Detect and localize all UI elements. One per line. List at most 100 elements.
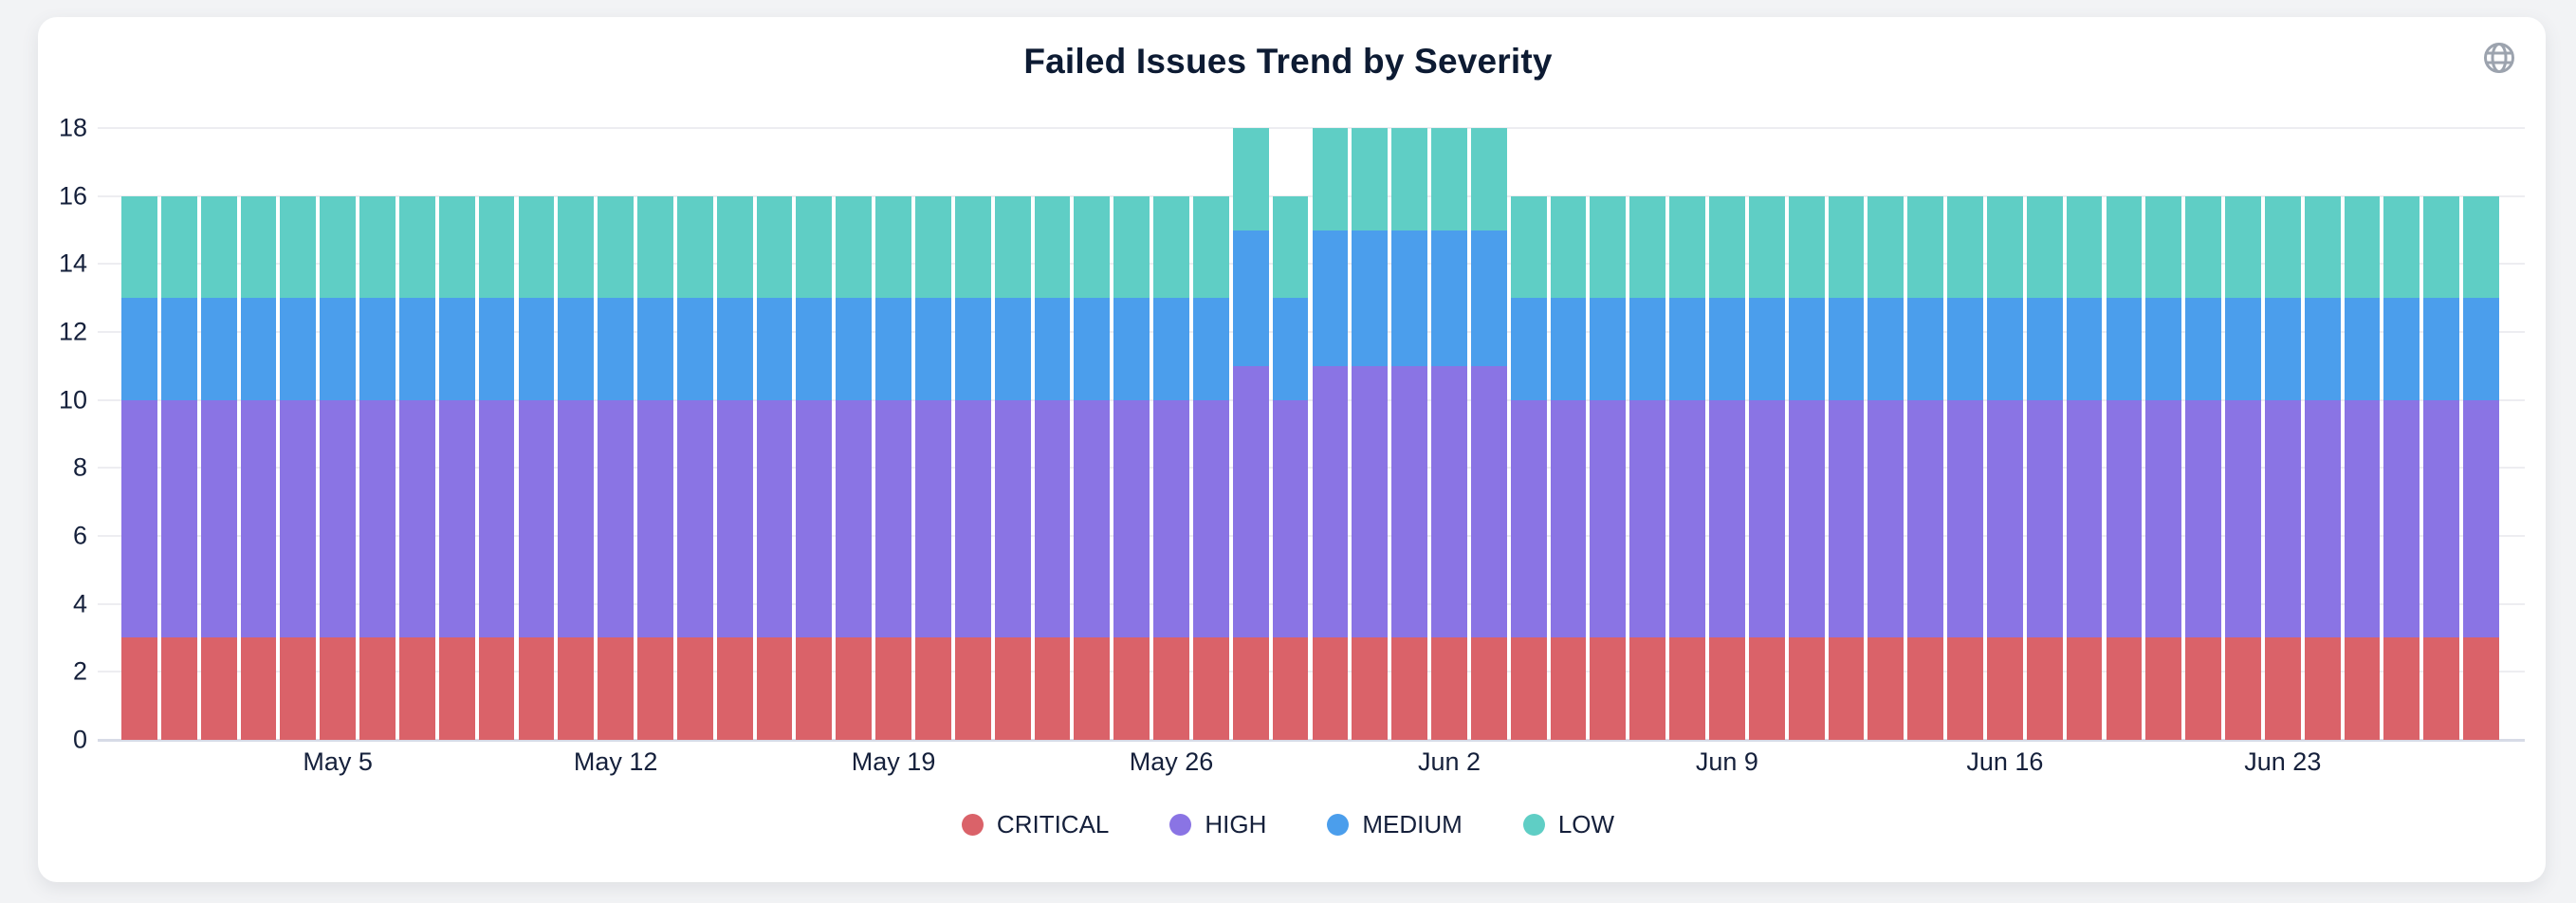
bar-segment-low[interactable]: [2383, 195, 2420, 299]
bar-segment-low[interactable]: [796, 195, 833, 299]
bar-segment-low[interactable]: [1868, 195, 1904, 299]
bar-segment-high[interactable]: [518, 399, 555, 638]
bar-segment-medium[interactable]: [1510, 298, 1547, 400]
bar-segment-critical[interactable]: [2383, 637, 2420, 740]
bar-column[interactable]: [398, 195, 435, 740]
bar-segment-high[interactable]: [438, 399, 475, 638]
bar-segment-critical[interactable]: [1907, 637, 1944, 740]
bar-segment-low[interactable]: [2145, 195, 2182, 299]
bar-segment-medium[interactable]: [478, 298, 515, 400]
bar-segment-high[interactable]: [1312, 365, 1349, 638]
bar-segment-low[interactable]: [915, 195, 951, 299]
bar-column[interactable]: [2264, 195, 2301, 740]
bar-column[interactable]: [1868, 195, 1904, 740]
bar-segment-critical[interactable]: [2066, 637, 2103, 740]
bar-segment-high[interactable]: [1907, 399, 1944, 638]
bar-segment-low[interactable]: [2225, 195, 2261, 299]
bar-segment-medium[interactable]: [2225, 298, 2261, 400]
bar-segment-high[interactable]: [1590, 399, 1627, 638]
bar-segment-medium[interactable]: [280, 298, 317, 400]
bar-segment-critical[interactable]: [558, 637, 595, 740]
bar-column[interactable]: [676, 195, 713, 740]
bar-column[interactable]: [1431, 128, 1467, 740]
bar-segment-critical[interactable]: [2304, 637, 2341, 740]
bar-segment-critical[interactable]: [796, 637, 833, 740]
bar-segment-low[interactable]: [1590, 195, 1627, 299]
bar-segment-medium[interactable]: [2423, 298, 2460, 400]
bar-segment-low[interactable]: [2304, 195, 2341, 299]
bar-segment-critical[interactable]: [438, 637, 475, 740]
bar-segment-critical[interactable]: [121, 637, 157, 740]
bar-column[interactable]: [1828, 195, 1865, 740]
bar-segment-high[interactable]: [756, 399, 793, 638]
bar-column[interactable]: [2145, 195, 2182, 740]
bar-segment-low[interactable]: [2463, 195, 2499, 299]
bar-segment-low[interactable]: [1510, 195, 1547, 299]
bar-segment-high[interactable]: [1709, 399, 1745, 638]
bar-column[interactable]: [1788, 195, 1825, 740]
bar-column[interactable]: [796, 195, 833, 740]
bar-column[interactable]: [1669, 195, 1705, 740]
bar-segment-high[interactable]: [598, 399, 635, 638]
bar-segment-high[interactable]: [1272, 399, 1309, 638]
bar-segment-low[interactable]: [676, 195, 713, 299]
bar-segment-low[interactable]: [994, 195, 1031, 299]
bar-segment-high[interactable]: [2304, 399, 2341, 638]
bar-segment-low[interactable]: [1272, 195, 1309, 299]
bar-segment-low[interactable]: [1709, 195, 1745, 299]
bar-segment-medium[interactable]: [1470, 230, 1507, 366]
bar-segment-medium[interactable]: [320, 298, 357, 400]
bar-segment-high[interactable]: [1431, 365, 1467, 638]
bar-column[interactable]: [2225, 195, 2261, 740]
bar-segment-medium[interactable]: [518, 298, 555, 400]
bar-segment-high[interactable]: [1669, 399, 1705, 638]
bar-segment-medium[interactable]: [2383, 298, 2420, 400]
bar-segment-critical[interactable]: [637, 637, 673, 740]
bar-segment-medium[interactable]: [1629, 298, 1666, 400]
bar-column[interactable]: [2106, 195, 2143, 740]
bar-segment-high[interactable]: [2423, 399, 2460, 638]
bar-segment-low[interactable]: [598, 195, 635, 299]
bar-segment-medium[interactable]: [2185, 298, 2222, 400]
bar-column[interactable]: [954, 195, 991, 740]
bar-column[interactable]: [598, 195, 635, 740]
bar-segment-critical[interactable]: [1312, 637, 1349, 740]
bar-segment-medium[interactable]: [954, 298, 991, 400]
bar-segment-critical[interactable]: [1669, 637, 1705, 740]
bar-segment-low[interactable]: [478, 195, 515, 299]
legend-item-critical[interactable]: CRITICAL: [961, 810, 1109, 839]
bar-segment-medium[interactable]: [756, 298, 793, 400]
bar-segment-low[interactable]: [1828, 195, 1865, 299]
bar-column[interactable]: [716, 195, 753, 740]
globe-icon[interactable]: [2482, 41, 2516, 75]
bar-segment-critical[interactable]: [1550, 637, 1587, 740]
bar-segment-high[interactable]: [1947, 399, 1983, 638]
bar-segment-medium[interactable]: [915, 298, 951, 400]
bar-segment-low[interactable]: [836, 195, 873, 299]
bar-column[interactable]: [1748, 195, 1785, 740]
bar-segment-critical[interactable]: [2106, 637, 2143, 740]
bar-column[interactable]: [2383, 195, 2420, 740]
bar-segment-medium[interactable]: [1312, 230, 1349, 366]
bar-segment-medium[interactable]: [121, 298, 157, 400]
bar-segment-medium[interactable]: [994, 298, 1031, 400]
bar-segment-critical[interactable]: [2026, 637, 2063, 740]
bar-segment-medium[interactable]: [558, 298, 595, 400]
bar-column[interactable]: [1153, 195, 1189, 740]
bar-column[interactable]: [478, 195, 515, 740]
bar-column[interactable]: [320, 195, 357, 740]
bar-segment-low[interactable]: [1748, 195, 1785, 299]
bar-segment-medium[interactable]: [836, 298, 873, 400]
bar-column[interactable]: [2463, 195, 2499, 740]
bar-column[interactable]: [1192, 195, 1229, 740]
bar-segment-critical[interactable]: [1153, 637, 1189, 740]
bar-segment-critical[interactable]: [1828, 637, 1865, 740]
bar-segment-high[interactable]: [398, 399, 435, 638]
bar-segment-low[interactable]: [875, 195, 911, 299]
bar-segment-low[interactable]: [716, 195, 753, 299]
bar-segment-medium[interactable]: [359, 298, 396, 400]
bar-segment-critical[interactable]: [716, 637, 753, 740]
bar-segment-critical[interactable]: [2264, 637, 2301, 740]
bar-segment-medium[interactable]: [1352, 230, 1389, 366]
bar-segment-medium[interactable]: [1986, 298, 2023, 400]
